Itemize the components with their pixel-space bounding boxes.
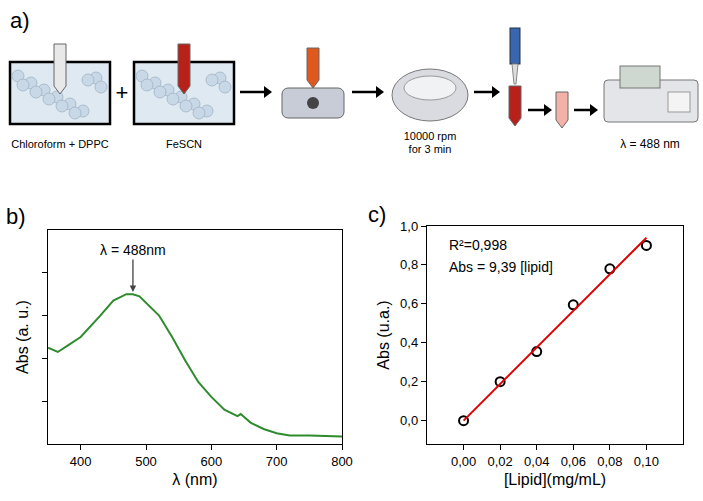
svg-text:a): a) [10, 8, 30, 33]
svg-text:0,4: 0,4 [400, 335, 418, 350]
svg-text:FeSCN: FeSCN [166, 138, 202, 150]
svg-text:λ (nm): λ (nm) [172, 471, 217, 488]
svg-text:Abs = 9,39 [lipid]: Abs = 9,39 [lipid] [449, 259, 553, 275]
svg-text:for 3 min: for 3 min [409, 143, 452, 155]
svg-text:0,00: 0,00 [451, 454, 476, 469]
svg-text:0,0: 0,0 [400, 413, 418, 428]
svg-text:10000 rpm: 10000 rpm [404, 130, 457, 142]
svg-text:Abs (a. u.): Abs (a. u.) [14, 300, 31, 374]
svg-text:400: 400 [70, 454, 92, 469]
svg-text:λ = 488nm: λ = 488nm [100, 242, 166, 258]
html-text:b): b) [6, 204, 26, 229]
svg-text:[Lipid](mg/mL): [Lipid](mg/mL) [504, 471, 606, 488]
svg-text:0,04: 0,04 [524, 454, 549, 469]
svg-text:Chloroform + DPPC: Chloroform + DPPC [11, 138, 109, 150]
svg-text:R²=0,998: R²=0,998 [449, 237, 507, 253]
svg-text:0,2: 0,2 [400, 374, 418, 389]
svg-text:Abs (u.a.): Abs (u.a.) [375, 300, 392, 369]
svg-text:600: 600 [200, 454, 222, 469]
svg-text:700: 700 [266, 454, 288, 469]
svg-text:0,08: 0,08 [597, 454, 622, 469]
svg-text:800: 800 [331, 454, 353, 469]
svg-text:0,06: 0,06 [561, 454, 586, 469]
svg-text:0,6: 0,6 [400, 296, 418, 311]
svg-text:0,8: 0,8 [400, 257, 418, 272]
svg-text:1,0: 1,0 [400, 219, 418, 234]
svg-text:λ = 488 nm: λ = 488 nm [620, 137, 680, 151]
html-text:c): c) [368, 202, 387, 227]
svg-text:500: 500 [135, 454, 157, 469]
svg-text:0,10: 0,10 [634, 454, 659, 469]
svg-text:+: + [116, 80, 129, 105]
svg-text:0,02: 0,02 [487, 454, 512, 469]
